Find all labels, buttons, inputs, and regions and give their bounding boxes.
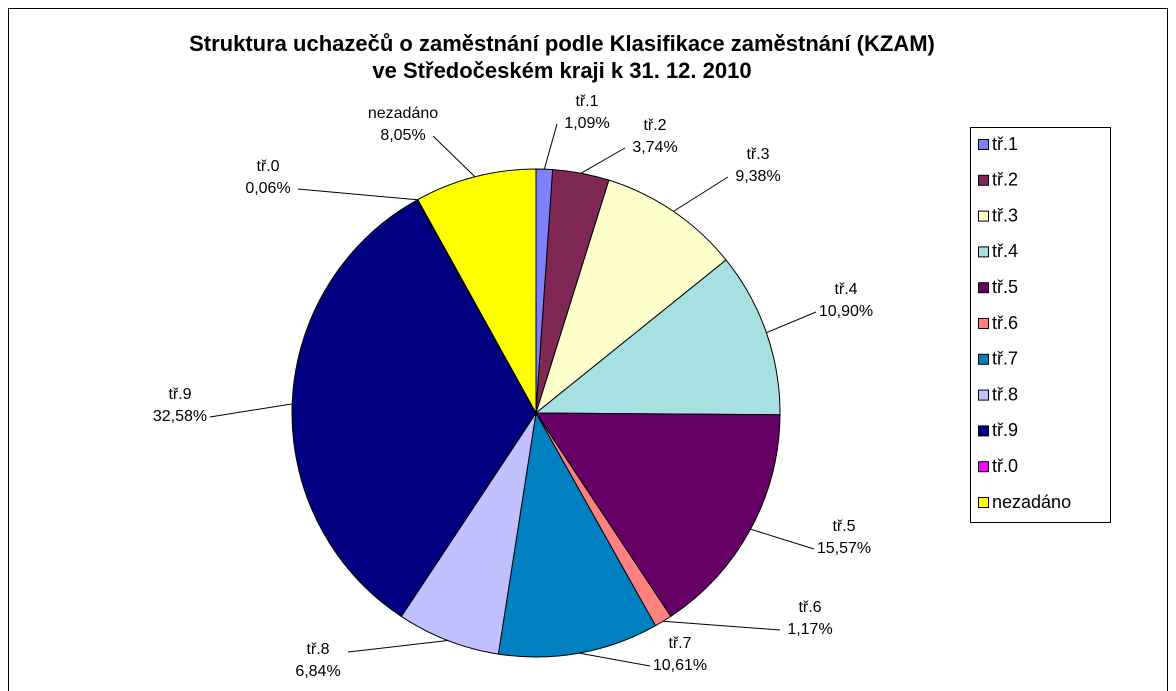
legend-swatch bbox=[978, 461, 989, 473]
chart-title: Struktura uchazečů o zaměstnání podle Kl… bbox=[189, 31, 935, 56]
value-label: 15,57% bbox=[817, 540, 871, 557]
pie-slice bbox=[400, 412, 537, 655]
value-label: 6,84% bbox=[295, 663, 340, 680]
leader-line bbox=[750, 528, 815, 550]
value-label: 3,74% bbox=[632, 139, 677, 156]
leader-line bbox=[543, 123, 558, 170]
legend-box bbox=[970, 127, 1111, 523]
leader-line bbox=[209, 403, 293, 418]
value-label: 9,38% bbox=[735, 168, 780, 185]
legend-label: tř.9 bbox=[992, 420, 1018, 440]
legend-label: tř.4 bbox=[992, 241, 1018, 261]
legend-swatch bbox=[978, 282, 989, 294]
legend-label: tř.7 bbox=[992, 349, 1018, 369]
slice-label: tř.9 bbox=[168, 386, 191, 403]
legend-swatch bbox=[978, 497, 989, 508]
legend-label: tř.0 bbox=[992, 456, 1018, 476]
slice-label: tř.1 bbox=[575, 93, 598, 110]
slice-label: tř.6 bbox=[798, 599, 821, 616]
legend-swatch bbox=[978, 425, 989, 437]
leader-line bbox=[432, 135, 476, 178]
legend-label: nezadáno bbox=[992, 492, 1071, 512]
leader-line bbox=[347, 640, 448, 653]
legend-label: tř.5 bbox=[992, 277, 1018, 297]
value-label: 32,58% bbox=[153, 408, 207, 425]
slice-label: tř.8 bbox=[306, 641, 329, 658]
slice-label: tř.0 bbox=[256, 158, 279, 175]
legend-swatch bbox=[978, 318, 989, 329]
legend-label: tř.3 bbox=[992, 205, 1018, 225]
leader-line bbox=[673, 176, 729, 212]
legend-swatch bbox=[978, 210, 989, 222]
leader-line bbox=[579, 652, 651, 667]
value-label: 1,09% bbox=[564, 115, 609, 132]
legend-swatch bbox=[978, 174, 989, 186]
value-label: 1,17% bbox=[787, 621, 832, 638]
value-label: 10,61% bbox=[653, 657, 707, 674]
slice-label: tř.2 bbox=[643, 117, 666, 134]
slice-label: tř.3 bbox=[746, 146, 769, 163]
pie-slice bbox=[497, 411, 657, 658]
legend-swatch bbox=[978, 389, 989, 401]
value-label: 8,05% bbox=[380, 127, 425, 144]
slice-label: tř.4 bbox=[834, 281, 857, 298]
slice-label: nezadáno bbox=[368, 105, 438, 122]
leader-line bbox=[766, 311, 817, 334]
slice-label: tř.7 bbox=[668, 635, 691, 652]
legend-swatch bbox=[978, 246, 989, 258]
leader-line bbox=[663, 620, 781, 631]
pie-slice bbox=[535, 412, 781, 618]
chart-subtitle: ve Středočeském kraji k 31. 12. 2010 bbox=[372, 58, 751, 83]
leader-line bbox=[580, 147, 626, 174]
legend-label: tř.2 bbox=[992, 170, 1018, 190]
legend-label: tř.1 bbox=[992, 134, 1018, 154]
legend-label: tř.6 bbox=[992, 313, 1018, 333]
legend-label: tř.8 bbox=[992, 384, 1018, 404]
legend-swatch bbox=[978, 139, 989, 150]
slice-label: tř.5 bbox=[832, 518, 855, 535]
legend-swatch bbox=[978, 353, 989, 365]
value-label: 0,06% bbox=[245, 180, 290, 197]
pie-slice bbox=[534, 259, 781, 416]
leader-line bbox=[297, 188, 418, 201]
value-label: 10,90% bbox=[819, 303, 873, 320]
